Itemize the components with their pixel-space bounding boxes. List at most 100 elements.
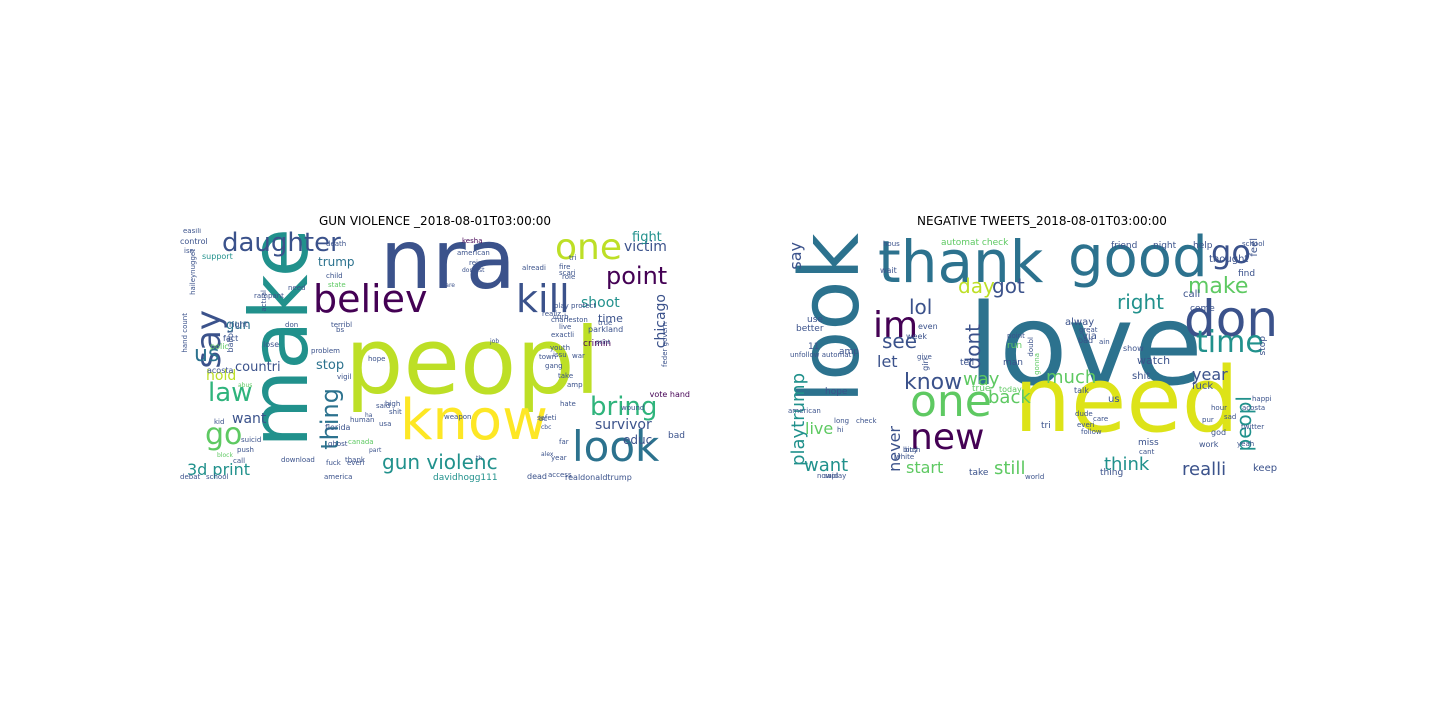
cloud-word: white: [895, 453, 915, 461]
cloud-word: still: [994, 458, 1026, 479]
cloud-word: wound: [621, 404, 645, 412]
cloud-word: lose: [263, 340, 280, 349]
cloud-word: amp: [839, 347, 859, 357]
cloud-word: hope: [368, 355, 386, 363]
cloud-word: play protect: [554, 302, 597, 310]
cloud-word: stop: [316, 358, 345, 373]
cloud-word: youth: [550, 344, 571, 352]
cloud-word: call: [1183, 289, 1201, 300]
cloud-word: block: [217, 452, 233, 459]
wordcloud-negative-tweets: love need look good thank don one new im go time ma…: [788, 228, 1295, 483]
cloud-word: child: [326, 272, 343, 280]
cloud-word: need: [288, 284, 306, 292]
cloud-word: call: [233, 457, 246, 465]
cloud-word: man: [1003, 358, 1023, 368]
cloud-word: love: [968, 281, 1203, 411]
cloud-word: start: [906, 458, 944, 477]
cloud-word: look: [572, 422, 660, 471]
cloud-word: unfollow automat: [790, 351, 852, 359]
cloud-word: talk: [1074, 386, 1089, 395]
cloud-word: gun: [226, 318, 251, 333]
cloud-word: show: [1123, 344, 1144, 353]
cloud-word: control: [180, 237, 208, 246]
cloud-word: rampant: [254, 292, 284, 300]
cloud-word: death: [326, 240, 347, 248]
cloud-word: take: [969, 468, 989, 478]
cloud-word: shit: [1132, 371, 1151, 382]
cloud-word: thought: [1209, 254, 1249, 265]
cloud-word: thank: [878, 228, 1044, 296]
cloud-word: sad: [1224, 413, 1237, 421]
cloud-word: kill: [516, 277, 570, 321]
cloud-word: state: [328, 281, 346, 289]
cloud-word: yeah: [1237, 440, 1255, 448]
cloud-word: support: [202, 252, 233, 261]
cloud-word: give: [917, 353, 932, 361]
cloud-word: us: [194, 342, 220, 367]
cloud-word: crimin: [583, 339, 612, 349]
cloud-word: find: [1238, 269, 1256, 279]
cloud-word: fight: [632, 230, 662, 245]
cloud-word: realdonaldtrump: [565, 473, 632, 482]
cloud-word: point: [1007, 332, 1025, 340]
cloud-word: war: [572, 352, 585, 360]
cloud-word: download: [281, 456, 315, 464]
cloud-word: scari: [559, 269, 576, 277]
cloud-word: problem: [311, 347, 340, 355]
cloud-word: abus: [238, 382, 253, 389]
cloud-word: care: [442, 282, 456, 289]
cloud-word: live: [559, 323, 572, 331]
cloud-word: fact: [223, 334, 239, 343]
cloud-word: town: [539, 353, 557, 361]
cloud-word: school: [206, 473, 229, 481]
cloud-word: time: [1196, 325, 1264, 360]
cloud-word: via: [1082, 331, 1097, 342]
cloud-word: work: [1199, 440, 1219, 449]
cloud-word: daughter: [222, 228, 341, 258]
cloud-word: suicid: [241, 436, 262, 444]
cloud-word: night: [1153, 241, 1177, 251]
cloud-word: know: [904, 370, 963, 395]
cloud-word: hope: [825, 387, 848, 397]
cloud-word: actual: [260, 290, 268, 312]
cloud-word: fire: [559, 263, 571, 271]
cloud-word: amp: [567, 381, 583, 389]
cloud-word: true: [972, 384, 991, 394]
cloud-word: safeti: [537, 414, 557, 422]
cloud-word: issu: [553, 351, 567, 359]
cloud-word: way: [963, 369, 1000, 390]
cloud-word: law: [208, 378, 253, 408]
cloud-word: run: [1007, 341, 1023, 351]
cloud-word: got: [992, 274, 1025, 298]
cloud-word: hand count: [181, 313, 189, 353]
cloud-word: american: [788, 407, 821, 415]
cloud-word: canada: [348, 438, 374, 446]
cloud-word: right: [1117, 290, 1164, 314]
cloud-word: go: [205, 417, 243, 452]
cloud-word: charleston: [551, 316, 588, 324]
cloud-word: isn: [184, 247, 195, 255]
cloud-word: happi: [1252, 395, 1272, 403]
cloud-word: vigil: [337, 373, 352, 381]
cloud-word: feder govern: [661, 322, 669, 367]
cloud-word: let: [877, 352, 898, 371]
cloud-word: kesha: [462, 237, 483, 245]
cloud-word: acosta: [1242, 404, 1266, 412]
cloud-word: never: [885, 426, 904, 472]
cloud-word: polic: [210, 342, 229, 351]
cloud-word: shoot: [581, 295, 620, 311]
cloud-word: part: [369, 447, 382, 454]
cloud-word: take: [558, 372, 574, 380]
cloud-word: friend: [1111, 241, 1138, 251]
cloud-word: don: [285, 321, 299, 329]
cloud-word: one: [910, 376, 992, 427]
cloud-word: america: [324, 473, 353, 481]
cloud-word: us: [1108, 394, 1120, 405]
cloud-word: easili: [183, 228, 202, 235]
cloud-word: said: [376, 402, 391, 410]
cloud-word: bitch: [903, 446, 921, 454]
cloud-word: curb: [553, 313, 569, 321]
cloud-word: even: [918, 322, 938, 331]
cloud-word: boy: [905, 446, 918, 454]
cloud-word: cant: [1139, 448, 1155, 456]
